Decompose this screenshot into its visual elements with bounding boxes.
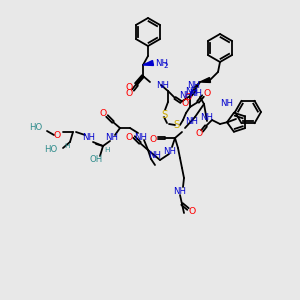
Text: NH: NH (185, 118, 199, 127)
Text: NH: NH (200, 113, 214, 122)
Text: 2: 2 (163, 63, 168, 69)
Text: NH: NH (106, 134, 118, 142)
Text: O: O (203, 89, 211, 98)
Text: NH: NH (82, 134, 95, 142)
Text: HO: HO (29, 124, 42, 133)
Text: O: O (53, 130, 61, 140)
Text: S: S (174, 120, 180, 130)
Text: O: O (125, 133, 133, 142)
Text: S: S (161, 110, 167, 120)
Text: O: O (188, 208, 196, 217)
Text: NH: NH (148, 151, 161, 160)
Text: NH: NH (185, 88, 199, 97)
Text: O: O (149, 136, 157, 145)
Text: NH: NH (220, 98, 233, 107)
Polygon shape (200, 77, 211, 83)
Text: NH: NH (173, 188, 187, 196)
Text: NH: NH (156, 80, 169, 89)
Text: O: O (125, 88, 133, 98)
Text: O: O (195, 130, 203, 139)
Text: H: H (104, 147, 110, 153)
Text: OH: OH (89, 155, 103, 164)
Text: O: O (99, 110, 106, 118)
Text: NH: NH (188, 80, 200, 89)
Text: O: O (182, 100, 189, 109)
Text: O: O (125, 83, 133, 92)
Text: O: O (184, 94, 192, 103)
Text: NH: NH (179, 92, 193, 100)
Text: H: H (64, 143, 70, 149)
Text: NH: NH (164, 146, 176, 155)
Polygon shape (143, 61, 154, 65)
Text: NH: NH (190, 89, 202, 98)
Text: NH: NH (134, 133, 148, 142)
Text: HO: HO (44, 146, 57, 154)
Text: NH: NH (155, 58, 168, 68)
